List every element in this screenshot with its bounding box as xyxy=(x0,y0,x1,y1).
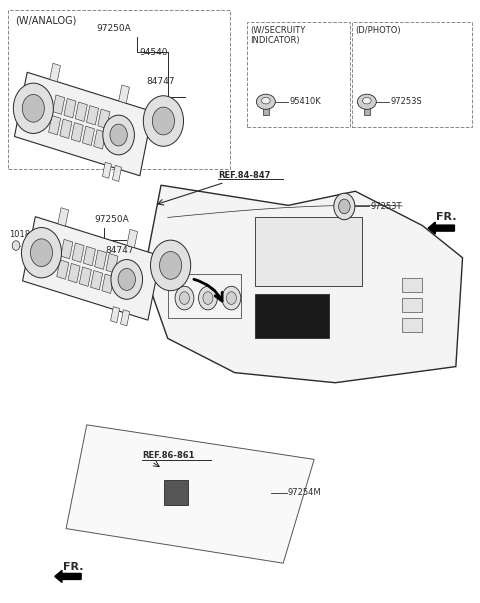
Polygon shape xyxy=(64,98,76,118)
Bar xyxy=(263,105,269,115)
Polygon shape xyxy=(106,253,118,273)
Circle shape xyxy=(175,286,194,310)
Circle shape xyxy=(338,199,350,213)
Circle shape xyxy=(159,251,181,279)
Bar xyxy=(351,22,472,127)
Bar xyxy=(8,10,230,169)
FancyArrow shape xyxy=(428,222,455,234)
Ellipse shape xyxy=(362,98,371,104)
Text: 84747: 84747 xyxy=(105,247,133,256)
Circle shape xyxy=(111,259,143,299)
Polygon shape xyxy=(61,239,73,259)
Circle shape xyxy=(144,96,183,147)
Circle shape xyxy=(22,227,61,278)
Polygon shape xyxy=(94,130,106,149)
Polygon shape xyxy=(102,162,111,178)
Text: 94540: 94540 xyxy=(140,48,168,57)
Text: 84747: 84747 xyxy=(147,77,175,86)
Text: (W/ANALOG): (W/ANALOG) xyxy=(15,16,76,26)
Ellipse shape xyxy=(262,98,270,104)
Text: 97254M: 97254M xyxy=(288,488,322,497)
Text: REF.86-861: REF.86-861 xyxy=(142,451,194,460)
Text: 95410K: 95410K xyxy=(289,97,321,106)
Polygon shape xyxy=(50,63,60,81)
Text: (D/PHOTO): (D/PHOTO) xyxy=(355,26,400,35)
Bar xyxy=(402,318,422,332)
Polygon shape xyxy=(23,216,161,320)
Polygon shape xyxy=(58,207,69,226)
Bar xyxy=(255,218,362,286)
Bar xyxy=(164,480,188,505)
Polygon shape xyxy=(110,306,120,323)
Polygon shape xyxy=(95,250,107,270)
Circle shape xyxy=(23,95,44,122)
Polygon shape xyxy=(60,119,72,139)
Bar xyxy=(364,105,370,115)
Polygon shape xyxy=(127,229,138,248)
Circle shape xyxy=(203,292,213,305)
Text: REF.84-847: REF.84-847 xyxy=(218,171,271,180)
Polygon shape xyxy=(79,267,91,286)
Polygon shape xyxy=(119,85,130,103)
Text: FR.: FR. xyxy=(436,212,457,223)
Circle shape xyxy=(118,268,135,290)
Circle shape xyxy=(334,193,355,219)
Ellipse shape xyxy=(357,94,376,109)
Circle shape xyxy=(110,124,127,146)
Text: 97250A: 97250A xyxy=(94,215,129,224)
Polygon shape xyxy=(120,310,130,326)
Polygon shape xyxy=(98,109,110,128)
Circle shape xyxy=(152,107,174,135)
Text: 97253S: 97253S xyxy=(391,97,422,106)
Polygon shape xyxy=(84,247,96,266)
Circle shape xyxy=(13,83,53,133)
Circle shape xyxy=(222,286,241,310)
FancyArrow shape xyxy=(55,570,81,582)
Circle shape xyxy=(151,240,191,291)
Polygon shape xyxy=(83,126,95,145)
Polygon shape xyxy=(86,106,98,125)
Circle shape xyxy=(199,286,217,310)
Text: 97253T: 97253T xyxy=(371,202,402,211)
Bar xyxy=(168,274,241,318)
Circle shape xyxy=(227,292,237,305)
Text: (W/SECRUITY: (W/SECRUITY xyxy=(251,26,306,35)
Polygon shape xyxy=(102,274,114,294)
Ellipse shape xyxy=(256,94,276,109)
Polygon shape xyxy=(144,185,463,383)
Text: 1018AD: 1018AD xyxy=(9,230,43,239)
Bar xyxy=(402,278,422,292)
Bar xyxy=(247,22,350,127)
Polygon shape xyxy=(14,72,153,176)
Circle shape xyxy=(103,115,134,155)
Polygon shape xyxy=(71,122,83,142)
Polygon shape xyxy=(48,116,60,135)
Bar xyxy=(402,298,422,312)
Text: 97250A: 97250A xyxy=(96,24,131,33)
Polygon shape xyxy=(66,425,314,563)
Polygon shape xyxy=(112,165,121,182)
Circle shape xyxy=(180,292,190,305)
Circle shape xyxy=(12,241,20,250)
Polygon shape xyxy=(68,264,80,283)
Polygon shape xyxy=(75,102,87,121)
Text: INDICATOR): INDICATOR) xyxy=(251,36,300,45)
Polygon shape xyxy=(91,271,103,290)
Bar xyxy=(255,294,328,338)
Circle shape xyxy=(30,239,52,267)
Polygon shape xyxy=(53,95,65,115)
Polygon shape xyxy=(57,260,69,279)
Polygon shape xyxy=(72,243,84,262)
Text: FR.: FR. xyxy=(63,563,84,572)
